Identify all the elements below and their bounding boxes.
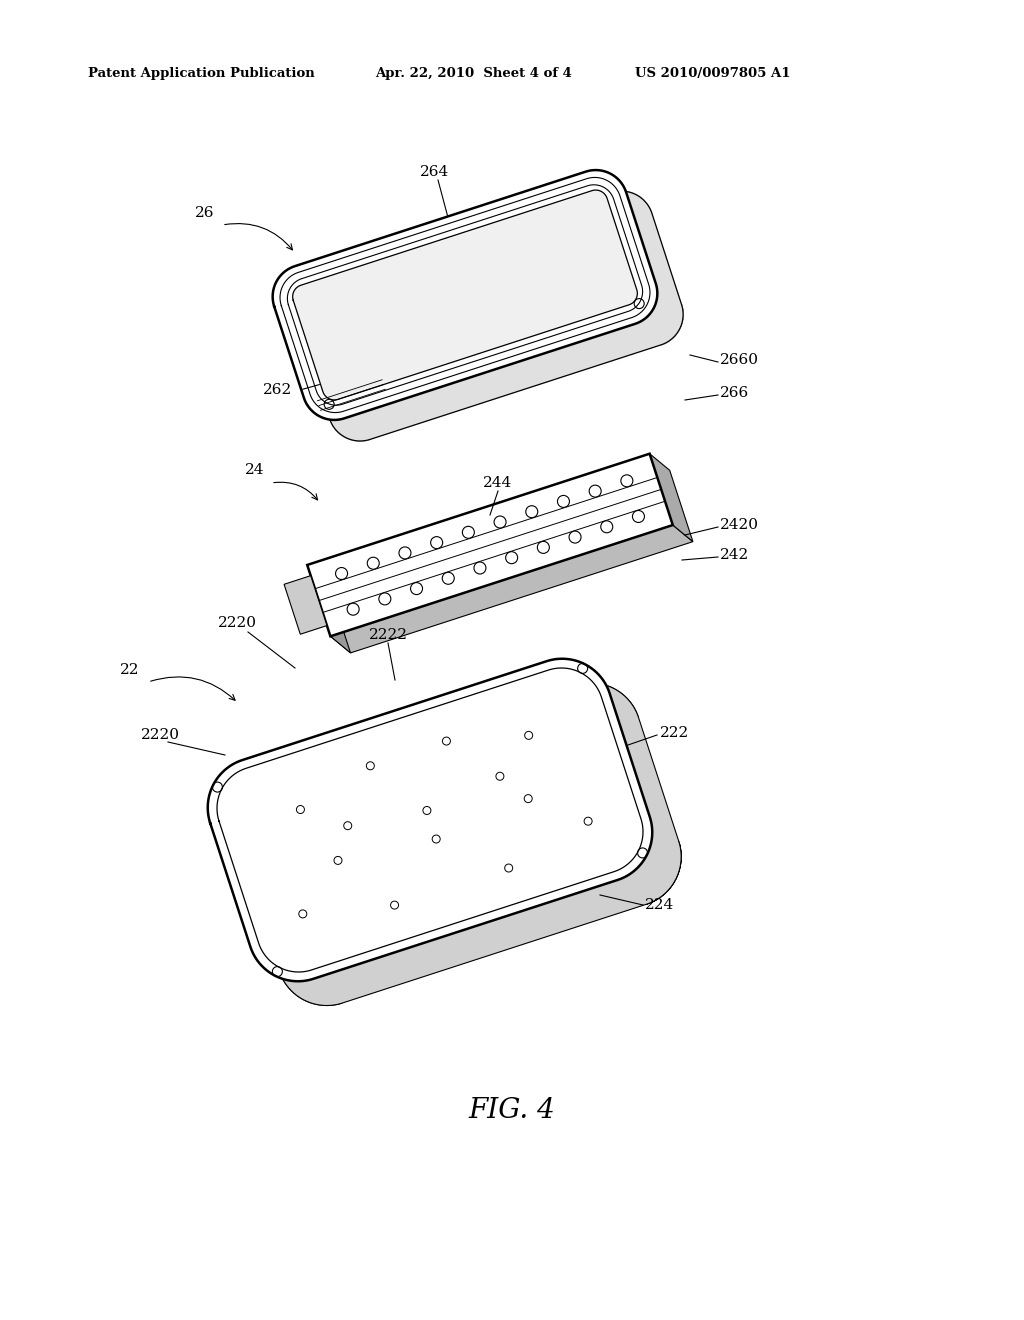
Text: 24: 24 [246, 463, 265, 477]
Circle shape [379, 593, 391, 605]
Text: Patent Application Publication: Patent Application Publication [88, 66, 314, 79]
Circle shape [538, 541, 549, 553]
Circle shape [431, 537, 442, 549]
Text: 224: 224 [645, 898, 674, 912]
Circle shape [474, 562, 486, 574]
Text: 2420: 2420 [720, 517, 759, 532]
Text: FIG. 4: FIG. 4 [469, 1097, 555, 1123]
Text: US 2010/0097805 A1: US 2010/0097805 A1 [635, 66, 791, 79]
Circle shape [569, 531, 581, 543]
Text: 22: 22 [120, 663, 139, 677]
Circle shape [347, 603, 359, 615]
Circle shape [399, 546, 411, 558]
Polygon shape [298, 191, 683, 441]
Text: 242: 242 [720, 548, 750, 562]
Polygon shape [293, 190, 637, 400]
Text: 266: 266 [720, 385, 750, 400]
Circle shape [368, 557, 379, 569]
Circle shape [442, 573, 455, 585]
Circle shape [633, 511, 644, 523]
Polygon shape [208, 659, 652, 981]
Text: 26: 26 [196, 206, 215, 220]
Text: 222: 222 [660, 726, 689, 741]
Circle shape [601, 521, 612, 533]
Text: 244: 244 [483, 477, 513, 490]
Polygon shape [250, 659, 681, 1006]
Text: 2222: 2222 [369, 628, 408, 642]
Polygon shape [307, 565, 350, 653]
Circle shape [621, 475, 633, 487]
Polygon shape [304, 284, 683, 441]
Polygon shape [284, 576, 327, 634]
Circle shape [336, 568, 347, 579]
Polygon shape [649, 454, 693, 541]
Text: 262: 262 [263, 383, 293, 397]
Text: 264: 264 [421, 165, 450, 180]
Polygon shape [237, 682, 681, 1006]
Circle shape [506, 552, 518, 564]
Text: 2220: 2220 [140, 729, 179, 742]
Text: Apr. 22, 2010  Sheet 4 of 4: Apr. 22, 2010 Sheet 4 of 4 [375, 66, 571, 79]
Circle shape [494, 516, 506, 528]
Circle shape [411, 582, 423, 594]
Circle shape [557, 495, 569, 507]
Text: 2660: 2660 [720, 352, 759, 367]
Circle shape [589, 486, 601, 498]
Polygon shape [331, 525, 693, 653]
Polygon shape [586, 170, 683, 345]
Polygon shape [272, 170, 657, 420]
Polygon shape [307, 454, 673, 636]
Circle shape [525, 506, 538, 517]
Circle shape [463, 527, 474, 539]
Text: 2220: 2220 [217, 616, 256, 630]
